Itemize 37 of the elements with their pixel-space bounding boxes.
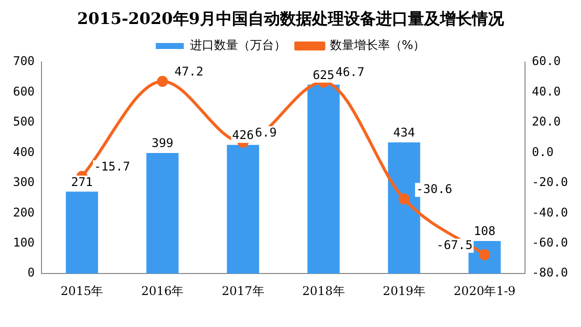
- chart-title: 2015-2020年9月中国自动数据处理设备进口量及增长情况: [76, 9, 505, 30]
- data-label: 426: [232, 128, 254, 142]
- y-tick-label: 400: [12, 144, 35, 159]
- x-tick-label: 2016年: [141, 284, 184, 298]
- y2-tick-label: 20.0: [532, 114, 561, 129]
- y2-tick-label: -20.0: [532, 175, 568, 190]
- data-label: -30.6: [416, 182, 452, 196]
- data-label: 6.9: [255, 125, 277, 140]
- data-label: 271: [71, 174, 93, 189]
- data-label: 625: [312, 68, 334, 82]
- y-tick-label: 300: [12, 175, 35, 190]
- x-tick-label: 2017年: [222, 284, 264, 298]
- data-label: 47.2: [174, 64, 204, 78]
- y-tick-label: 200: [12, 205, 35, 220]
- x-tick-label: 2018年: [302, 284, 345, 298]
- y2-tick-label: -80.0: [532, 266, 568, 280]
- data-label: 399: [152, 136, 174, 150]
- legend-label: 数量增长率（%）: [330, 38, 426, 52]
- y2-tick-label: 0.0: [532, 144, 554, 159]
- y2-tick-label: -40.0: [532, 205, 568, 220]
- data-label: 434: [393, 126, 415, 140]
- y2-tick-label: 60.0: [532, 54, 561, 68]
- y-tick-label: 0: [27, 266, 35, 280]
- y2-tick-label: -60.0: [532, 235, 568, 250]
- data-label: -67.5: [436, 238, 473, 252]
- data-label: 46.7: [336, 65, 364, 80]
- data-label: -15.7: [94, 160, 130, 174]
- y-tick-label: 600: [12, 84, 35, 98]
- y2-tick-label: 40.0: [532, 84, 561, 98]
- data-label: 108: [474, 224, 496, 238]
- x-tick-label: 2019年: [382, 284, 426, 298]
- legend-label: 进口数量（万台）: [190, 38, 286, 52]
- x-tick-label: 2015年: [60, 284, 104, 298]
- y-tick-label: 100: [12, 235, 35, 250]
- y-tick-label: 500: [12, 114, 35, 129]
- y-tick-label: 700: [12, 54, 35, 68]
- x-tick-label: 2020年1-9: [454, 284, 516, 298]
